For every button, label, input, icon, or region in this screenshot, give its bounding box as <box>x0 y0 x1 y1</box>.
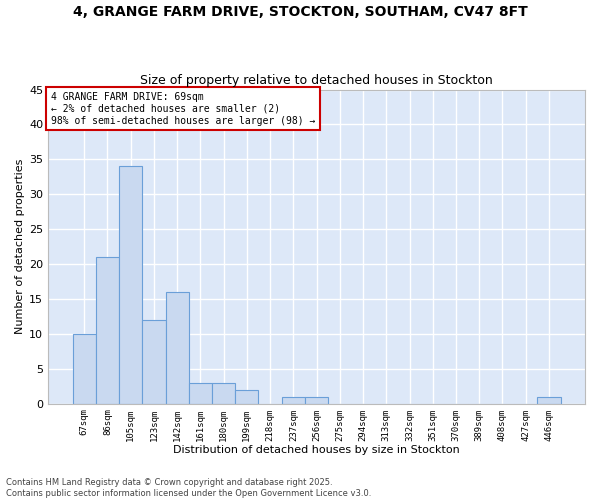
Text: 4, GRANGE FARM DRIVE, STOCKTON, SOUTHAM, CV47 8FT: 4, GRANGE FARM DRIVE, STOCKTON, SOUTHAM,… <box>73 5 527 19</box>
Bar <box>189 383 212 404</box>
Bar <box>73 334 96 404</box>
Bar <box>96 257 119 404</box>
Bar <box>538 396 560 404</box>
Title: Size of property relative to detached houses in Stockton: Size of property relative to detached ho… <box>140 74 493 87</box>
Bar <box>305 396 328 404</box>
Bar <box>212 383 235 404</box>
Y-axis label: Number of detached properties: Number of detached properties <box>15 159 25 334</box>
X-axis label: Distribution of detached houses by size in Stockton: Distribution of detached houses by size … <box>173 445 460 455</box>
Bar <box>119 166 142 404</box>
Text: 4 GRANGE FARM DRIVE: 69sqm
← 2% of detached houses are smaller (2)
98% of semi-d: 4 GRANGE FARM DRIVE: 69sqm ← 2% of detac… <box>51 92 316 126</box>
Bar <box>166 292 189 404</box>
Bar <box>282 396 305 404</box>
Bar <box>142 320 166 404</box>
Bar <box>235 390 259 404</box>
Text: Contains HM Land Registry data © Crown copyright and database right 2025.
Contai: Contains HM Land Registry data © Crown c… <box>6 478 371 498</box>
